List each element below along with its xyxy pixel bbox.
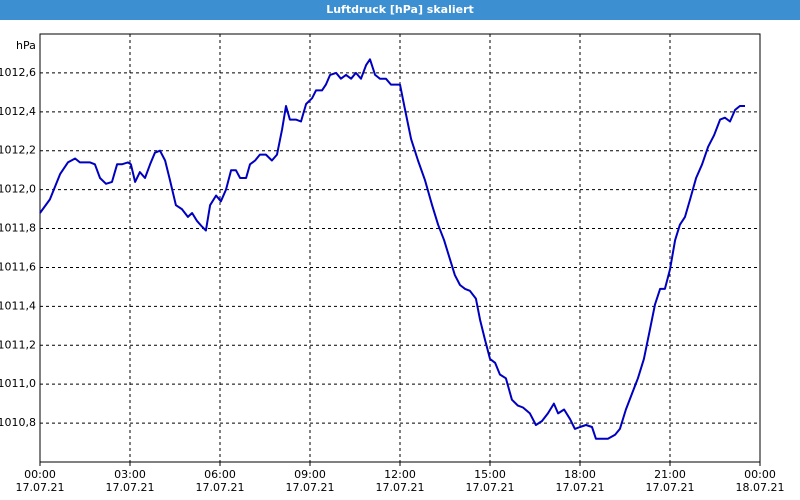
y-tick-label: 1012,6 — [0, 66, 36, 79]
x-tick-label: 18:00 17.07.21 — [555, 468, 605, 494]
y-tick-label: 1012,4 — [0, 105, 36, 118]
y-tick-label: 1011,2 — [0, 338, 36, 351]
x-tick-label: 03:00 17.07.21 — [105, 468, 155, 494]
x-tick-label: 00:00 17.07.21 — [15, 468, 65, 494]
y-tick-label: 1012,0 — [0, 183, 36, 196]
y-tick-label: 1011,4 — [0, 299, 36, 312]
y-tick-label: 1012,2 — [0, 144, 36, 157]
plot-area — [39, 33, 761, 463]
x-tick-label: 12:00 17.07.21 — [375, 468, 425, 494]
x-tick-label: 06:00 17.07.21 — [195, 468, 245, 494]
x-tick-label: 21:00 17.07.21 — [645, 468, 695, 494]
x-tick-label: 00:00 18.07.21 — [735, 468, 785, 494]
chart-title: Luftdruck [hPa] skaliert — [0, 0, 800, 20]
x-tick-label: 09:00 17.07.21 — [285, 468, 335, 494]
y-tick-label: 1011,6 — [0, 260, 36, 273]
y-tick-label: 1011,0 — [0, 377, 36, 390]
x-tick-label: 15:00 17.07.21 — [465, 468, 515, 494]
y-axis-unit: hPa — [16, 39, 36, 52]
y-tick-label: 1011,8 — [0, 222, 36, 235]
y-tick-label: 1010,8 — [0, 416, 36, 429]
data-line — [39, 58, 745, 440]
